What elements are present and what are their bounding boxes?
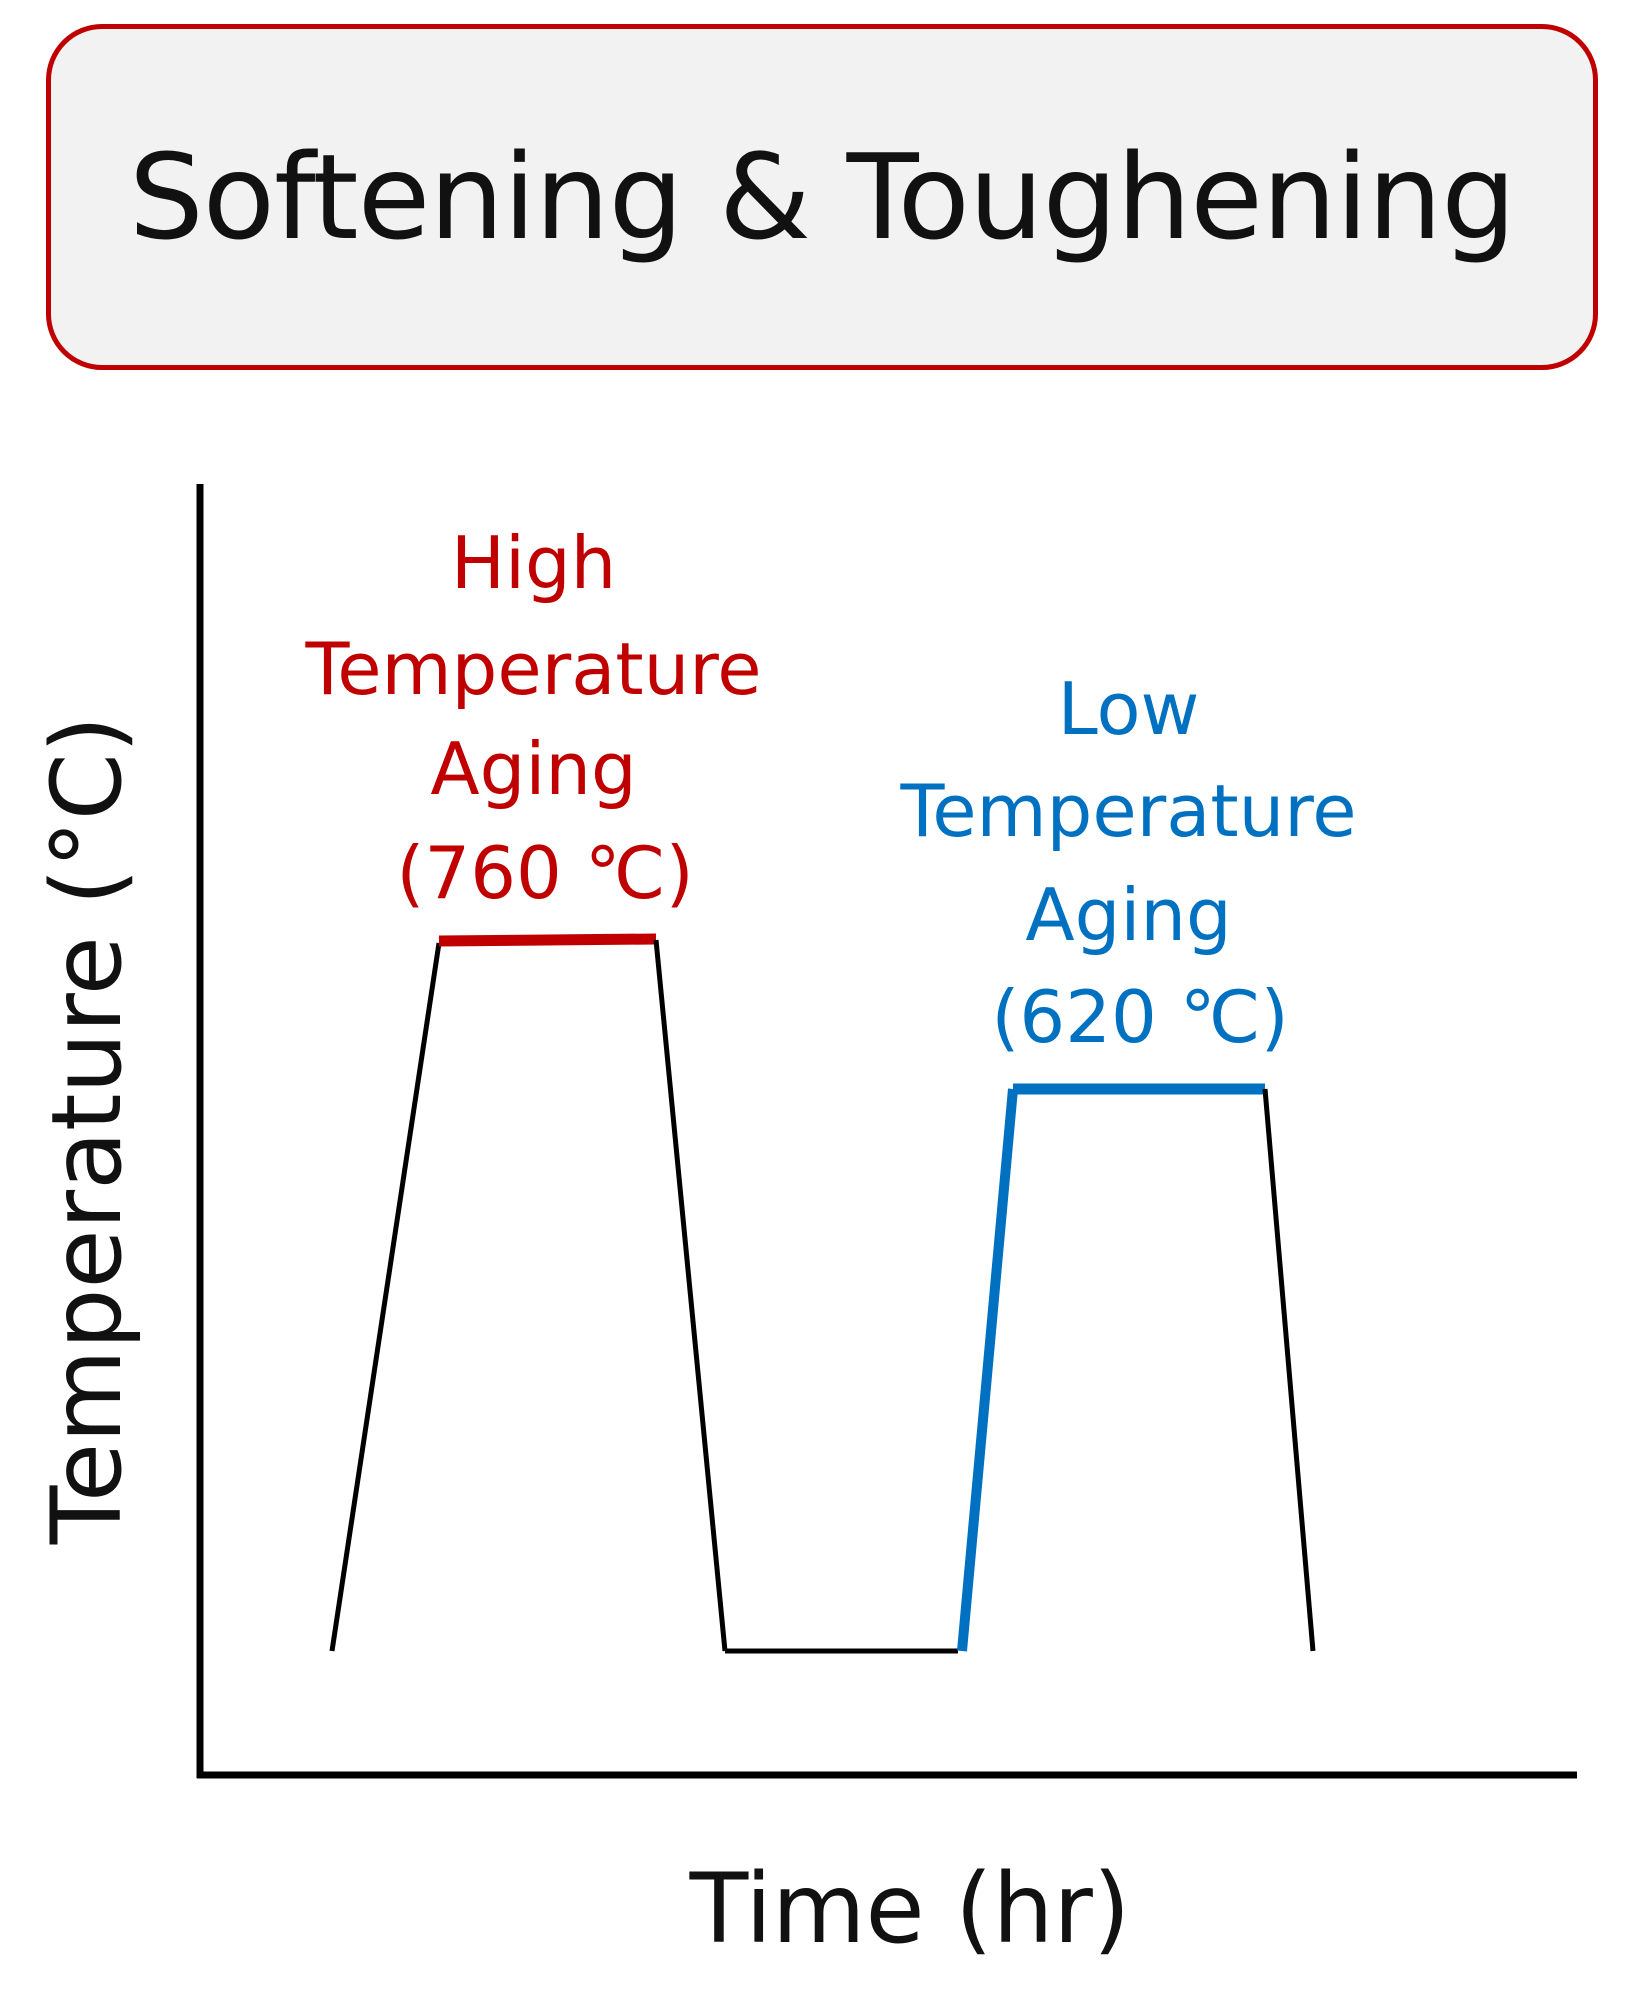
diagram-title: Softening & Toughening — [128, 128, 1516, 266]
high-temp-line-1: High — [451, 521, 616, 605]
high-temp-annotation: High Temperature Aging (760 ℃) — [305, 521, 785, 915]
cooling-ramp-1 — [653, 939, 728, 1652]
y-axis-label: Temperature (°C) — [31, 716, 143, 1546]
low-temp-line-2: Temperature — [900, 769, 1357, 853]
cooling-ramp-2 — [1262, 1088, 1316, 1652]
title-box: Softening & Toughening — [46, 24, 1598, 370]
low-temp-annotation: Low Temperature Aging (620 ℃) — [900, 667, 1380, 1059]
x-axis-label: Time (hr) — [689, 1853, 1131, 1965]
high-temp-line-4: (760 ℃) — [396, 831, 693, 915]
high-temp-line-2: Temperature — [305, 627, 762, 711]
heating-ramp-1 — [329, 942, 442, 1652]
low-temp-line-3: Aging — [1025, 873, 1231, 957]
high-temperature-hold — [438, 933, 657, 947]
high-temp-line-3: Aging — [430, 727, 636, 811]
low-temp-line-4: (620 ℃) — [991, 975, 1288, 1059]
heating-ramp-2 — [957, 1088, 1018, 1652]
low-temp-line-1: Low — [1058, 667, 1200, 751]
